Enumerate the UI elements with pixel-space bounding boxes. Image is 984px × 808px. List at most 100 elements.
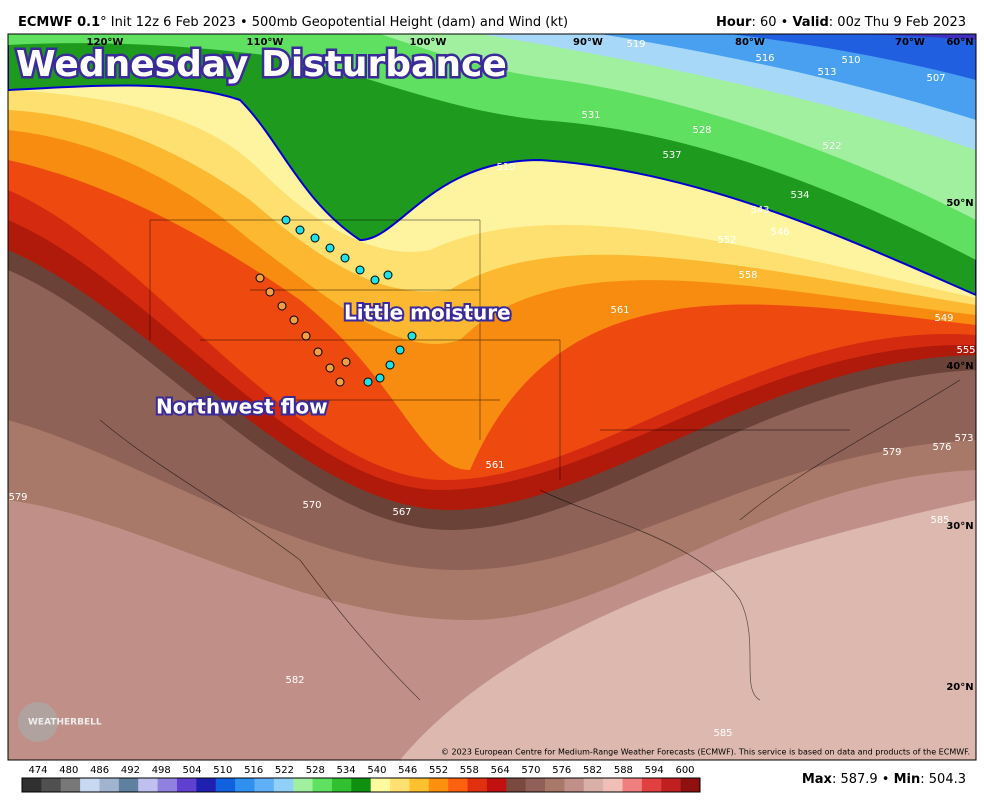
- colorbar-tick-label: 486: [90, 765, 109, 776]
- colorbar-swatch: [564, 778, 585, 792]
- band: [830, 34, 976, 40]
- colorbar-swatch: [41, 778, 62, 792]
- logo: WEATHERBELL: [28, 718, 102, 728]
- contour-label: 543: [750, 205, 769, 216]
- colorbar-swatch: [661, 778, 682, 792]
- logo-globe: [18, 702, 58, 742]
- hour-label: Hour: [716, 15, 752, 30]
- init: Init 12z 6 Feb 2023 • 500mb Geopotential…: [107, 15, 568, 30]
- borders: [99, 219, 961, 701]
- colorbar-tick-label: 522: [275, 765, 294, 776]
- colorbar-swatch: [331, 778, 352, 792]
- contour-label: 552: [717, 235, 736, 246]
- contour-label: 582: [285, 675, 304, 686]
- colorbar-tick-label: 516: [244, 765, 263, 776]
- colorbar-swatch: [99, 778, 120, 792]
- colorbar-tick-label: 474: [28, 765, 47, 776]
- contour-label: 579: [882, 447, 901, 458]
- contour-label: 507: [926, 73, 945, 84]
- dot: [277, 301, 287, 311]
- dot: [375, 373, 385, 383]
- colorbar-swatch: [312, 778, 333, 792]
- contour-label: 570: [302, 500, 321, 511]
- colorbar-swatch: [680, 778, 701, 792]
- colorbar-swatch: [545, 778, 565, 792]
- graticule-label: 40°N: [946, 361, 973, 372]
- dot: [395, 345, 405, 355]
- colorbar-tick-label: 480: [59, 765, 78, 776]
- contour-label: 573: [954, 433, 973, 444]
- graticule-label: 120°W: [87, 37, 124, 48]
- trail-cyan: [281, 215, 417, 387]
- dot: [289, 315, 299, 325]
- colorbar-swatch: [506, 778, 527, 792]
- trail-orange: [255, 273, 351, 387]
- copyright: © 2023 European Centre for Medium-Range …: [441, 748, 970, 757]
- contour-label: 519: [626, 39, 645, 50]
- title: Wednesday Disturbance: [16, 44, 507, 85]
- colorbar-tick-label: 588: [614, 765, 633, 776]
- colorbar-swatch: [641, 778, 662, 792]
- deg: °: [100, 15, 107, 30]
- dot: [383, 270, 393, 280]
- colorbar-swatch: [293, 778, 314, 792]
- colorbar-swatch: [80, 778, 100, 792]
- contour-label: 510: [496, 162, 515, 173]
- contour-label: 549: [934, 313, 953, 324]
- colorbar-tick-label: 528: [306, 765, 325, 776]
- labels: 120°W 110°W 100°W 90°W 80°W 70°W 60°N 50°N 40°N 3…: [8, 37, 975, 739]
- colorbar: 474 480 486 492 498 504 510 516 522 528 534 540 546 5…: [21, 765, 701, 793]
- note: Little moisture: [344, 301, 511, 325]
- dot: [325, 363, 335, 373]
- contour-label: 585: [930, 515, 949, 526]
- coastline: [99, 379, 961, 701]
- colorbar-swatch: [60, 778, 81, 792]
- colorbar-swatch: [448, 778, 469, 792]
- model: ECMWF 0.1: [18, 15, 100, 30]
- max: : 587.9 •: [832, 772, 894, 787]
- contour-label: 513: [817, 67, 836, 78]
- colorbar-swatch: [486, 778, 507, 792]
- colorbar-swatch: [428, 778, 449, 792]
- contour-label: 546: [770, 227, 789, 238]
- colorbar-swatch: [409, 778, 430, 792]
- colorbar-swatch: [176, 778, 197, 792]
- colorbar-swatch: [525, 778, 546, 792]
- colorbar-tick-label: 504: [183, 765, 202, 776]
- map-frame: [7, 33, 977, 761]
- state-lines: [149, 219, 850, 480]
- contour-label: 579: [8, 492, 27, 503]
- dot: [255, 273, 265, 283]
- contour-label: 567: [392, 507, 411, 518]
- colorbar-tick-label: 558: [460, 765, 479, 776]
- contour-label: 510: [841, 55, 860, 66]
- contour-label: 585: [713, 728, 732, 739]
- contour-label: 522: [822, 141, 841, 152]
- min-label: Min: [894, 772, 921, 787]
- colorbar-tick-label: 570: [521, 765, 540, 776]
- graticule-label: 30°N: [946, 521, 973, 532]
- colorbar-tick-label: 576: [552, 765, 571, 776]
- colorbar-swatch: [235, 778, 255, 792]
- dot: [341, 357, 351, 367]
- colorbar-tick-label: 498: [152, 765, 171, 776]
- contour-label: 555: [956, 345, 975, 356]
- graticule-label: 50°N: [946, 198, 973, 209]
- colorbar-tick-label: 510: [213, 765, 232, 776]
- dot: [355, 265, 365, 275]
- colorbar-swatch: [390, 778, 410, 792]
- colorbar-tick-label: 564: [491, 765, 510, 776]
- colorbar-swatch: [583, 778, 604, 792]
- dot: [340, 253, 350, 263]
- dot: [407, 331, 417, 341]
- graticule-label: 80°W: [735, 37, 765, 48]
- contour-label: 531: [581, 110, 600, 121]
- colorbar-swatch: [138, 778, 159, 792]
- colorbar-tick-label: 546: [398, 765, 417, 776]
- dot: [281, 215, 291, 225]
- colorbar-tick-label: 492: [121, 765, 140, 776]
- header-left: ECMWF 0.1° Init 12z 6 Feb 2023 • 500mb G…: [18, 15, 568, 30]
- graticule-label: 70°W: [895, 37, 925, 48]
- map: 120°W 110°W 100°W 90°W 80°W 70°W 60°N 50°N 40°N 3…: [8, 34, 976, 760]
